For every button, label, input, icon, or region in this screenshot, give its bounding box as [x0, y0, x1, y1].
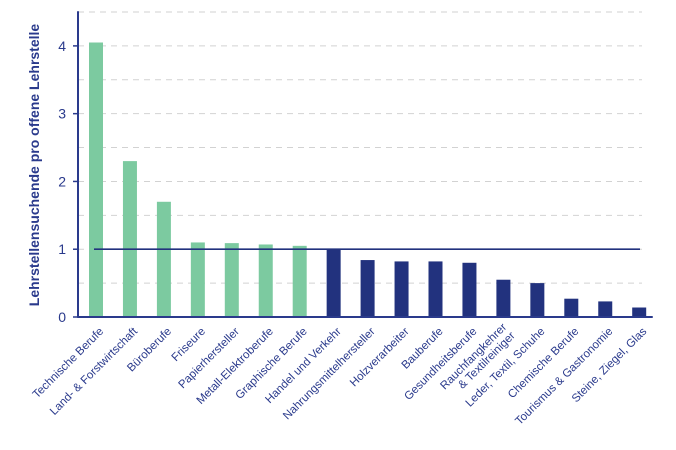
bar [326, 249, 341, 317]
bar [496, 279, 511, 317]
x-tick-label: Papierhersteller [176, 326, 242, 392]
y-tick-label: 2 [58, 173, 66, 189]
bar [360, 260, 375, 317]
bar [394, 261, 409, 317]
bar [530, 283, 545, 317]
x-tick-label: Holzverarbeiter [348, 326, 412, 390]
bar [258, 244, 273, 317]
bar [89, 42, 103, 317]
y-tick-label: 1 [58, 241, 66, 257]
y-tick-label: 3 [58, 106, 66, 122]
bar [428, 261, 443, 317]
axes [77, 11, 653, 318]
y-axis-title: Lehrstellensuchende pro offene Lehrstell… [26, 24, 42, 307]
bar [224, 243, 239, 317]
bar [292, 245, 307, 317]
bar [462, 262, 477, 317]
bar [156, 201, 171, 317]
bar [122, 161, 137, 317]
bar [598, 301, 613, 317]
bar [632, 307, 647, 317]
y-tick-label: 0 [58, 309, 66, 325]
bar [564, 298, 579, 317]
y-tick-labels: 0 1 2 3 4 [58, 38, 78, 325]
bars [89, 42, 647, 317]
y-tick-label: 4 [58, 38, 66, 54]
bar [190, 242, 205, 317]
